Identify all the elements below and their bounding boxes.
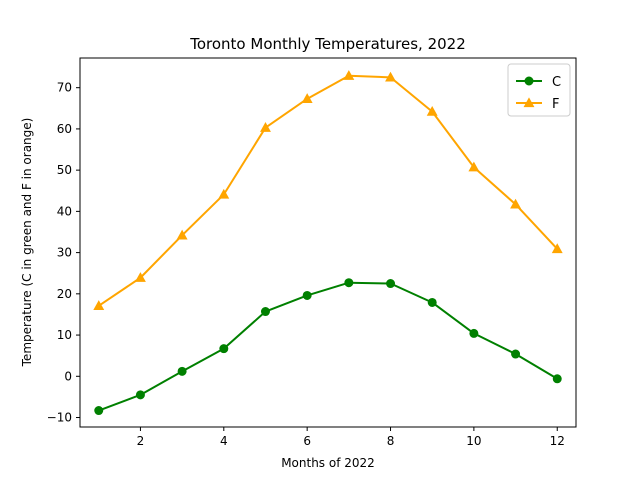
data-point-f [468, 161, 480, 172]
data-point-f [551, 243, 563, 254]
legend-marker-f [523, 97, 535, 108]
data-point-f [510, 198, 522, 209]
data-point-c [386, 279, 396, 289]
data-point-c [469, 328, 479, 338]
data-point-c [94, 406, 104, 416]
y-tick-label: 30 [57, 246, 72, 260]
legend-box [507, 63, 571, 117]
data-point-c [511, 349, 521, 359]
data-point-c [177, 366, 187, 376]
legend-label-f: F [552, 97, 559, 112]
y-tick-label: 10 [57, 328, 72, 342]
y-tick-label: 50 [57, 163, 72, 177]
legend: CF [507, 63, 571, 117]
chart-title: Toronto Monthly Temperatures, 2022 [189, 35, 466, 53]
series-line-c [98, 281, 558, 412]
data-point-f [176, 229, 188, 240]
y-tick-label: 70 [57, 81, 72, 95]
data-point-c [427, 297, 437, 307]
data-point-c [260, 307, 270, 317]
series-layer [93, 70, 563, 416]
x-tick-label: 4 [220, 434, 228, 448]
y-tick-label: 20 [57, 287, 72, 301]
x-axis-label: Months of 2022 [281, 456, 375, 470]
data-point-f [426, 105, 438, 116]
data-point-f [343, 70, 355, 80]
y-tick-label: 60 [57, 122, 72, 136]
data-point-c [302, 290, 312, 300]
x-tick-label: 8 [387, 434, 395, 448]
x-tick-label: 10 [466, 434, 481, 448]
y-tick-label: −10 [47, 411, 72, 425]
data-point-c [219, 344, 229, 354]
x-axis-ticks: 2 4 6 8 10 12 [137, 427, 565, 448]
data-point-f [260, 122, 271, 132]
data-point-f [218, 188, 230, 199]
legend-item-f: F [516, 97, 559, 112]
data-point-f [93, 300, 105, 310]
y-tick-label: 40 [57, 204, 72, 218]
data-point-f [134, 272, 146, 282]
x-tick-label: 12 [550, 434, 565, 448]
series-c [94, 278, 562, 416]
series-f [93, 70, 563, 310]
series-line-f [98, 74, 558, 307]
y-tick-label: 0 [64, 369, 72, 383]
legend-marker-c [524, 76, 534, 86]
x-tick-label: 6 [303, 434, 311, 448]
y-axis-label: Temperature (C in green and F in orange) [20, 118, 34, 368]
x-tick-label: 2 [137, 434, 145, 448]
legend-item-c: C [516, 75, 561, 90]
data-point-c [135, 390, 145, 400]
data-point-f [385, 71, 396, 82]
legend-label-c: C [552, 75, 561, 90]
data-point-f [301, 93, 313, 103]
data-point-c [552, 374, 562, 384]
axes-frame [79, 57, 577, 428]
y-axis-ticks: −10 0 10 20 30 40 50 60 70 [47, 81, 80, 425]
data-point-c [344, 278, 354, 288]
